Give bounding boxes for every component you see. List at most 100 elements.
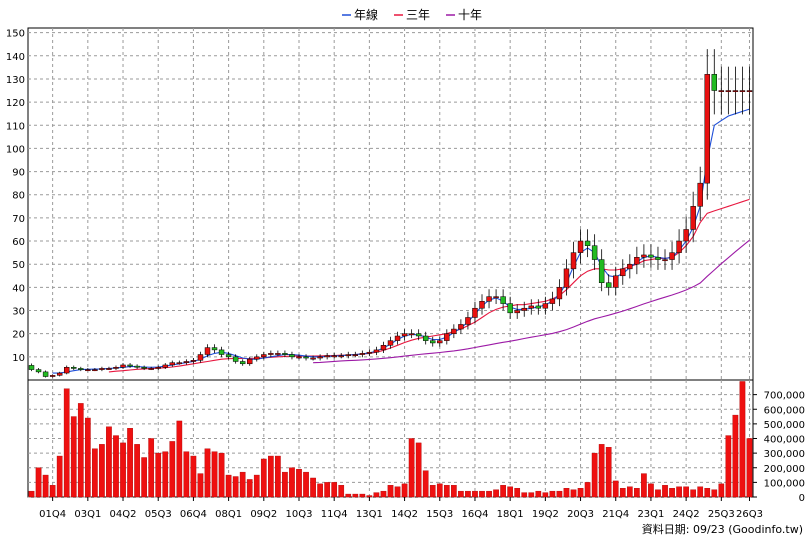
volume-bar (113, 435, 119, 498)
volume-bar (641, 473, 647, 498)
x-tick-label: 24Q2 (673, 509, 700, 520)
volume-bar (77, 403, 84, 498)
volume-bar (626, 486, 633, 498)
volume-bar (56, 455, 63, 498)
candle-body (106, 368, 112, 370)
volume-bar (218, 452, 225, 498)
candle-body (120, 364, 126, 368)
x-tick-label: 18Q1 (497, 509, 524, 520)
candle-body (507, 303, 513, 314)
volume-bar (535, 490, 542, 498)
price-frame (27, 27, 754, 381)
candle-body (683, 229, 689, 242)
volume-bar (253, 474, 260, 498)
volume-bar (591, 452, 598, 498)
volume-bar (662, 485, 668, 498)
volume-bar (387, 485, 394, 498)
volume-bar (500, 485, 506, 498)
volume-bar (268, 455, 274, 498)
volume-bar (331, 482, 338, 498)
volume-panel: 0 100,000 200,000 300,000 400,000 500,000 600,… (27, 379, 805, 504)
volume-bar (162, 451, 169, 498)
volume-bar (718, 483, 725, 498)
candle-body (711, 74, 717, 91)
candle-body (662, 259, 668, 262)
price-tick-label: 40 (12, 283, 25, 294)
candle-body (690, 206, 696, 230)
volume-bar (352, 493, 359, 498)
candle-body (563, 268, 570, 288)
x-tick-label: 06Q4 (180, 509, 207, 520)
x-tick-label: 21Q4 (602, 509, 629, 520)
volume-bar (619, 488, 626, 498)
volume-bar (70, 416, 77, 498)
volume-tick-label: 500,000 (764, 420, 805, 431)
volume-bar (584, 482, 591, 498)
x-tick-label: 11Q4 (321, 509, 348, 520)
volume-bar (570, 489, 577, 498)
candle-body (310, 357, 316, 360)
candle-body (247, 358, 253, 365)
volume-bar (190, 455, 197, 498)
volume-tick-label: 700,000 (764, 391, 805, 402)
x-tick-label: 09Q2 (250, 509, 277, 520)
volume-bar (479, 490, 485, 498)
candle-body (275, 353, 281, 355)
volume-bar (542, 492, 549, 498)
price-tick-label: 140 (6, 52, 25, 63)
ma-ten-year-line (313, 239, 750, 364)
candle-body (99, 368, 105, 370)
candle-body (408, 333, 415, 336)
price-tick-label: 20 (12, 330, 25, 341)
volume-bar (155, 452, 162, 498)
volume-bar (732, 414, 739, 498)
candle-body (317, 356, 323, 359)
candle-body (479, 301, 485, 309)
candle-body (415, 333, 422, 337)
volume-bar (563, 488, 570, 498)
volume-bar (176, 420, 183, 498)
candle-body (542, 303, 549, 309)
volume-bar (366, 495, 373, 498)
volume-bar (739, 381, 746, 498)
volume-tick-label: 100,000 (764, 478, 805, 489)
volume-bar (634, 488, 640, 498)
x-tick-label: 08Q1 (215, 509, 242, 520)
volume-bar (465, 490, 471, 498)
x-tick-label: 16Q4 (461, 509, 488, 520)
price-tick-label: 150 (6, 29, 25, 40)
candle-body (401, 333, 408, 337)
candle-body (514, 310, 520, 314)
candle-body (465, 317, 471, 325)
candle-body (254, 356, 260, 360)
candle-body (268, 353, 274, 355)
volume-bar (704, 488, 711, 498)
x-tick-label: 19Q2 (532, 509, 559, 520)
x-tick-label: 05Q3 (145, 509, 172, 520)
candle-body (437, 340, 443, 344)
volume-bar (493, 489, 499, 498)
candle-body (218, 349, 225, 355)
price-tick-label: 30 (12, 307, 25, 318)
price-tick-label: 100 (6, 144, 25, 155)
candle-body (331, 355, 337, 358)
volume-bar (655, 489, 661, 498)
legend-label: 十年 (458, 8, 482, 22)
volume-bar (84, 417, 91, 498)
volume-bar (528, 492, 535, 498)
candle-body (92, 369, 98, 372)
volume-bar (373, 492, 380, 498)
candle-body (387, 340, 394, 346)
x-tick-label: 23Q1 (637, 509, 664, 520)
volume-bar (239, 471, 246, 498)
candle-body (739, 90, 746, 92)
candle-body (655, 257, 661, 260)
candle-body (338, 355, 344, 358)
legend-label: 年線 (354, 7, 378, 22)
candle-body (380, 345, 387, 351)
volume-bar (338, 485, 345, 498)
volume-bar (380, 490, 387, 498)
candle-body (422, 335, 429, 341)
candle-body (225, 354, 232, 358)
